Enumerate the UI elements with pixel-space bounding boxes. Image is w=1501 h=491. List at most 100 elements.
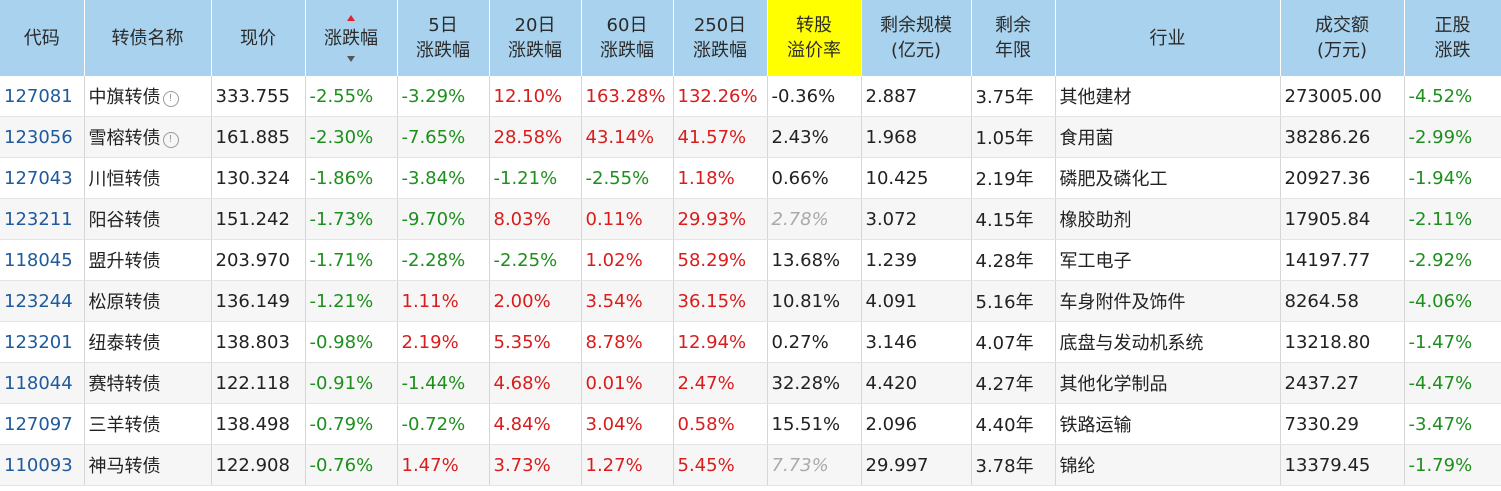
info-icon[interactable]: !: [162, 132, 179, 148]
cell-name: 川恒转债: [84, 157, 212, 199]
chg20-value: 4.68%: [493, 372, 551, 394]
cell-chg: -1.21%: [305, 280, 398, 322]
code-value[interactable]: 123244: [4, 290, 73, 312]
cell-code[interactable]: 123201: [0, 321, 85, 363]
cell-code[interactable]: 127043: [0, 157, 85, 199]
table-row[interactable]: 118045 盟升转债 203.970 -1.71% -2.28% -2.25% 1.02%…: [0, 239, 1501, 281]
scale-value: 2.096: [865, 413, 918, 435]
cell-stock_chg: -2.11%: [1404, 198, 1501, 240]
price-value: 136.149: [215, 290, 290, 312]
cell-industry: 食用菌: [1055, 116, 1281, 158]
cell-chg60: 1.02%: [581, 239, 674, 281]
cell-price: 130.324: [211, 157, 306, 199]
years-value: 3.75年: [975, 87, 1034, 108]
cell-industry: 底盘与发动机系统: [1055, 321, 1281, 363]
header-scale[interactable]: 剩余规模 (亿元): [861, 0, 972, 76]
header-years[interactable]: 剩余 年限: [971, 0, 1056, 76]
sort-indicator[interactable]: 涨跌幅: [318, 14, 384, 62]
cell-premium: 13.68%: [767, 239, 862, 281]
years-value: 4.28年: [975, 251, 1034, 272]
cell-chg250: 36.15%: [673, 280, 768, 322]
chg20-value: -1.21%: [493, 167, 558, 189]
table-row[interactable]: 123211 阳谷转债 151.242 -1.73% -9.70% 8.03% 0.11% 2…: [0, 198, 1501, 240]
header-chg5[interactable]: 5日 涨跌幅: [397, 0, 490, 76]
code-value[interactable]: 118045: [4, 249, 73, 271]
price-value: 122.908: [215, 454, 290, 476]
cell-chg20: -2.25%: [489, 239, 582, 281]
cell-code[interactable]: 127081: [0, 76, 85, 117]
cell-premium: 0.27%: [767, 321, 862, 363]
table-row[interactable]: 127097 三羊转债 138.498 -0.79% -0.72% 4.84% 3.04% 0…: [0, 403, 1501, 445]
cell-years: 1.05年: [971, 116, 1056, 158]
code-value[interactable]: 123211: [4, 208, 73, 230]
cell-scale: 1.239: [861, 239, 972, 281]
header-price[interactable]: 现价: [211, 0, 306, 76]
chg60-value: 0.11%: [585, 208, 643, 230]
cell-code[interactable]: 123056: [0, 116, 85, 158]
industry-value: 车身附件及饰件: [1059, 292, 1186, 313]
cell-chg60: 0.11%: [581, 198, 674, 240]
stock_chg-value: -2.99%: [1408, 126, 1473, 148]
code-value[interactable]: 118044: [4, 372, 73, 394]
header-premium[interactable]: 转股 溢价率: [767, 0, 862, 76]
header-chg250[interactable]: 250日 涨跌幅: [673, 0, 768, 76]
table-row[interactable]: 123244 松原转债 136.149 -1.21% 1.11% 2.00% 3.54% 36…: [0, 280, 1501, 322]
code-value[interactable]: 127097: [4, 413, 73, 435]
cell-premium: 2.78%: [767, 198, 862, 240]
name-value: 川恒转债: [88, 169, 161, 190]
volume-value: 14197.77: [1284, 249, 1371, 271]
cell-code[interactable]: 110093: [0, 444, 85, 486]
cell-chg20: 3.73%: [489, 444, 582, 486]
chg-value: -1.71%: [309, 249, 374, 271]
cell-code[interactable]: 123211: [0, 198, 85, 240]
header-industry[interactable]: 行业: [1055, 0, 1281, 76]
cell-code[interactable]: 127097: [0, 403, 85, 445]
cell-industry: 橡胶助剂: [1055, 198, 1281, 240]
cell-chg60: 0.01%: [581, 362, 674, 404]
header-label: 涨跌幅: [693, 40, 747, 61]
table-row[interactable]: 118044 赛特转债 122.118 -0.91% -1.44% 4.68% 0.01% 2…: [0, 362, 1501, 404]
sort-desc-icon[interactable]: [347, 55, 355, 62]
cell-chg: -1.73%: [305, 198, 398, 240]
table-row[interactable]: 110093 神马转债 122.908 -0.76% 1.47% 3.73% 1.27% 5.…: [0, 444, 1501, 486]
industry-value: 磷肥及磷化工: [1059, 169, 1168, 190]
table-row[interactable]: 127043 川恒转债 130.324 -1.86% -3.84% -1.21% -2.55…: [0, 157, 1501, 199]
header-stock_chg[interactable]: 正股 涨跌: [1404, 0, 1501, 76]
sort-asc-icon[interactable]: [347, 14, 355, 21]
code-value[interactable]: 127081: [4, 85, 73, 107]
table-row[interactable]: 123056 雪榕转债! 161.885 -2.30% -7.65% 28.58% 43.1…: [0, 116, 1501, 158]
scale-value: 3.072: [865, 208, 918, 230]
header-chg60[interactable]: 60日 涨跌幅: [581, 0, 674, 76]
cell-chg60: 3.04%: [581, 403, 674, 445]
chg20-value: -2.25%: [493, 249, 558, 271]
info-icon[interactable]: !: [162, 91, 179, 107]
table-row[interactable]: 127081 中旗转债! 333.755 -2.55% -3.29% 12.10% 163.…: [0, 76, 1501, 117]
header-chg20[interactable]: 20日 涨跌幅: [489, 0, 582, 76]
table-row[interactable]: 123201 纽泰转债 138.803 -0.98% 2.19% 5.35% 8.78% 12…: [0, 321, 1501, 363]
cell-code[interactable]: 118045: [0, 239, 85, 281]
header-code[interactable]: 代码: [0, 0, 85, 76]
code-value[interactable]: 127043: [4, 167, 73, 189]
cell-volume: 8264.58: [1280, 280, 1405, 322]
cell-premium: 7.73%: [767, 444, 862, 486]
cell-volume: 13379.45: [1280, 444, 1405, 486]
cell-chg20: -1.21%: [489, 157, 582, 199]
industry-value: 其他建材: [1059, 87, 1132, 108]
header-name[interactable]: 转债名称: [84, 0, 212, 76]
code-value[interactable]: 123056: [4, 126, 73, 148]
chg20-value: 2.00%: [493, 290, 551, 312]
cell-name: 赛特转债: [84, 362, 212, 404]
cell-code[interactable]: 123244: [0, 280, 85, 322]
header-chg[interactable]: 涨跌幅: [305, 0, 398, 76]
chg20-value: 8.03%: [493, 208, 551, 230]
price-value: 161.885: [215, 126, 290, 148]
chg60-value: 3.54%: [585, 290, 643, 312]
industry-value: 锦纶: [1059, 456, 1096, 477]
price-value: 203.970: [215, 249, 290, 271]
code-value[interactable]: 123201: [4, 331, 73, 353]
cell-code[interactable]: 118044: [0, 362, 85, 404]
cell-volume: 273005.00: [1280, 76, 1405, 117]
header-volume[interactable]: 成交额 (万元): [1280, 0, 1405, 76]
code-value[interactable]: 110093: [4, 454, 73, 476]
chg250-value: 1.18%: [677, 167, 735, 189]
